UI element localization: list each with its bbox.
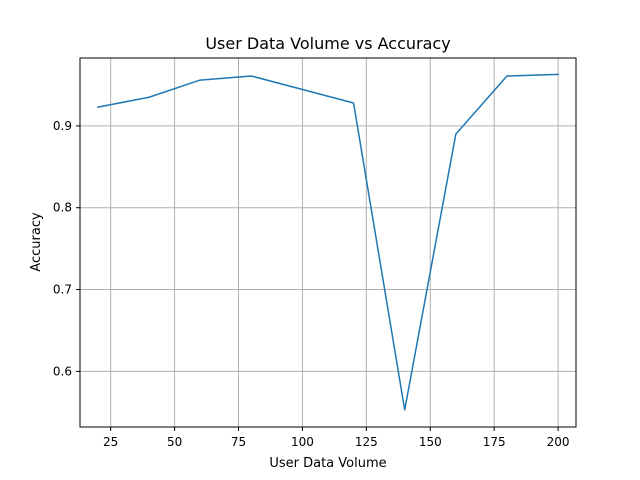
y-tick-label: 0.6 <box>53 364 72 378</box>
x-tick-label: 125 <box>355 435 378 449</box>
y-tick-label: 0.7 <box>53 283 72 297</box>
y-tick-label: 0.8 <box>53 201 72 215</box>
x-tick-label: 150 <box>419 435 442 449</box>
x-axis-label: User Data Volume <box>269 456 386 471</box>
x-tick-label: 50 <box>167 435 182 449</box>
y-axis-ticks: 0.6 0.7 0.8 0.9 <box>53 119 80 378</box>
series-layer <box>97 73 559 411</box>
grid-lines <box>80 58 576 427</box>
x-tick-label: 100 <box>291 435 314 449</box>
x-tick-label: 25 <box>103 435 118 449</box>
plot-area-frame <box>79 57 577 428</box>
x-tick-label: 200 <box>547 435 570 449</box>
x-axis-ticks: 25 50 75 100 125 150 175 200 <box>103 427 570 449</box>
y-axis-label: Accuracy <box>29 212 44 272</box>
x-tick-label: 175 <box>483 435 506 449</box>
chart-title: User Data Volume vs Accuracy <box>205 34 450 53</box>
y-tick-label: 0.9 <box>53 119 72 133</box>
x-tick-label: 75 <box>231 435 246 449</box>
